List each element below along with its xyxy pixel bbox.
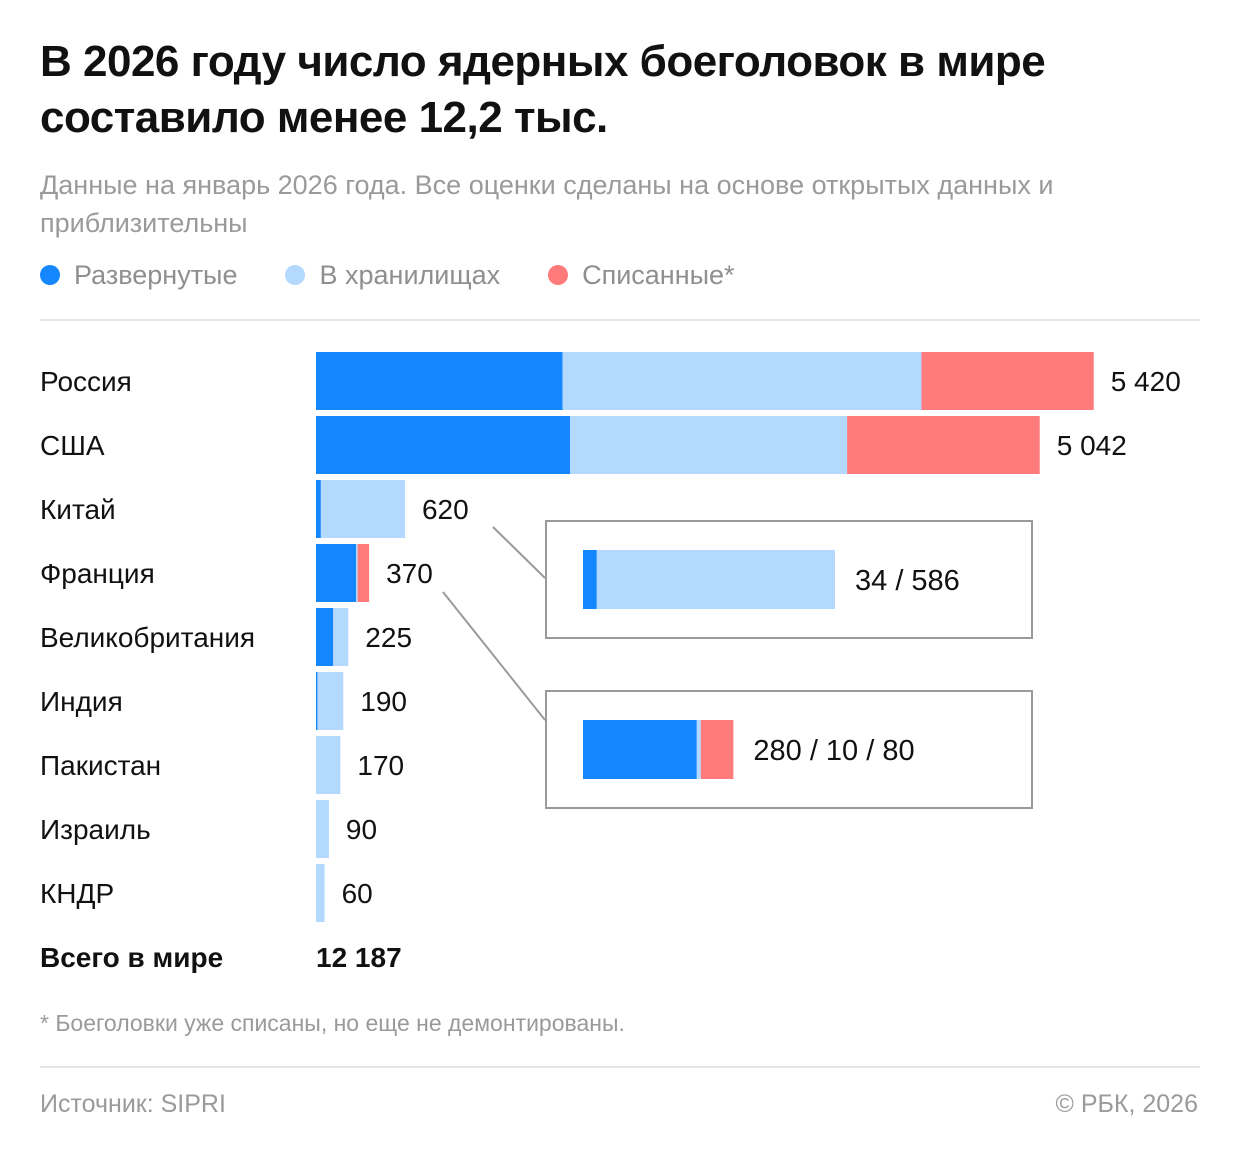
value-label: 190	[360, 686, 407, 717]
value-label: 5 042	[1057, 430, 1127, 461]
footnote: * Боеголовки уже списаны, но еще не демо…	[40, 1010, 625, 1036]
total-value: 12 187	[316, 942, 402, 973]
chart-title: В 2026 году число ядерных боеголовок в м…	[40, 37, 1046, 142]
legend-item-stored: В хранилищах	[285, 260, 500, 291]
legend: Развернутые В хранилищах Списанные*	[40, 255, 783, 295]
bar-segment-stored	[316, 864, 325, 922]
zoom-value-label: 34 / 586	[855, 565, 960, 597]
copyright: © РБК, 2026	[1055, 1090, 1198, 1118]
bar-segment-deployed	[316, 544, 357, 602]
category-label: Индия	[40, 686, 123, 717]
bar-segment-stored	[316, 736, 341, 794]
zoom-bar-segment-deployed	[583, 720, 697, 779]
legend-label-stored: В хранилищах	[319, 259, 501, 290]
zoom-value-label: 280 / 10 / 80	[753, 735, 914, 767]
legend-swatch-retired	[548, 265, 569, 285]
zoom-bar-segment-stored	[696, 720, 701, 779]
legend-swatch-deployed	[40, 265, 60, 285]
zoom-box	[545, 690, 1033, 809]
zoom-bar-segment-stored	[596, 550, 835, 609]
bar-segment-stored	[562, 352, 922, 410]
value-label: 60	[342, 878, 373, 909]
total-label: Всего в мире	[40, 942, 223, 973]
legend-swatch-stored	[285, 265, 306, 285]
zoom-bar-segment-retired	[700, 720, 734, 779]
zoom-connector	[442, 591, 546, 721]
category-label: Китай	[40, 494, 116, 525]
category-label: Великобритания	[40, 622, 255, 653]
value-label: 225	[365, 622, 412, 653]
top-divider	[40, 319, 1200, 321]
category-label: Франция	[40, 558, 155, 589]
value-label: 90	[346, 814, 377, 845]
category-label: США	[40, 430, 105, 461]
legend-label-deployed: Развернутые	[74, 259, 238, 290]
bar-segment-stored	[333, 608, 349, 666]
value-label: 370	[386, 558, 433, 589]
value-label: 5 420	[1111, 366, 1181, 397]
bottom-divider	[40, 1066, 1200, 1068]
bar-segment-stored	[570, 416, 848, 474]
bar-segment-deployed	[316, 352, 563, 410]
value-label: 620	[422, 494, 469, 525]
bar-segment-deployed	[316, 480, 321, 538]
zoom-connector	[492, 526, 546, 579]
category-label: Пакистан	[40, 750, 161, 781]
zoom-bar-segment-deployed	[583, 550, 597, 609]
legend-item-retired: Списанные*	[548, 259, 735, 291]
bar-segment-deployed	[316, 672, 318, 730]
bar-segment-stored	[356, 544, 358, 602]
bar-segment-retired	[847, 416, 1040, 474]
category-label: КНДР	[40, 878, 114, 909]
category-label: Израиль	[40, 814, 151, 845]
source: Источник: SIPRI	[40, 1090, 226, 1118]
legend-label-retired: Списанные*	[582, 259, 735, 290]
bar-segment-retired	[357, 544, 370, 602]
bar-segment-stored	[317, 672, 344, 730]
value-label: 170	[357, 750, 404, 781]
bar-segment-stored	[320, 480, 405, 538]
legend-item-deployed: Развернутые	[40, 260, 237, 291]
bar-segment-stored	[316, 800, 329, 858]
bar-segment-deployed	[316, 608, 334, 666]
chart-subtitle: Данные на январь 2026 года. Все оценки с…	[40, 170, 1054, 238]
zoom-box	[545, 520, 1033, 639]
bar-segment-retired	[921, 352, 1094, 410]
category-label: Россия	[40, 366, 132, 397]
bar-segment-deployed	[316, 416, 571, 474]
